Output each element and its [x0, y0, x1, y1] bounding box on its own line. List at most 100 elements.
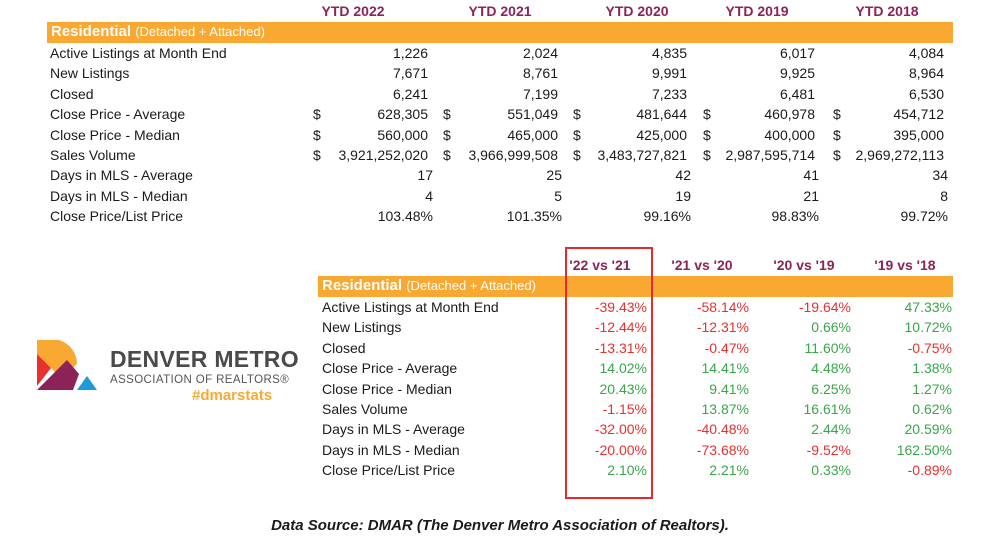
table-cell: 9,925: [779, 65, 815, 82]
row-label: Sales Volume: [322, 401, 408, 417]
change-cell: -12.31%: [696, 319, 749, 336]
change-cell: 1.27%: [912, 380, 952, 397]
row-label: Active Listings at Month End: [322, 299, 499, 315]
table-cell: 2,987,595,714: [725, 147, 815, 163]
table-cell: 17: [417, 167, 433, 184]
table-cell: 8: [940, 187, 948, 204]
change-cell: -39.43%: [594, 299, 647, 315]
table-cell: 560,000: [377, 126, 428, 143]
table-cell: 3,966,999,508: [468, 147, 558, 163]
change-table-header-bar: Residential (Detached + Attached): [318, 276, 953, 297]
change-cell: 11.60%: [804, 339, 851, 356]
currency-symbol: $: [833, 147, 841, 163]
table-cell: 2,024: [522, 45, 558, 61]
change-cell: 162.50%: [896, 441, 952, 458]
currency-symbol: $: [833, 106, 841, 123]
table-cell: 101.35%: [506, 208, 562, 225]
column-header: YTD 2020: [605, 3, 669, 19]
table-cell: 4,835: [651, 45, 687, 61]
currency-symbol: $: [833, 126, 841, 143]
change-cell: -0.75%: [907, 339, 952, 356]
change-cell: -32.00%: [594, 421, 647, 438]
change-cell: 6.25%: [811, 380, 851, 397]
logo-subtitle: ASSOCIATION OF REALTORS®: [110, 374, 290, 386]
table-cell: 8,964: [908, 65, 944, 82]
table-cell: 42: [675, 167, 691, 184]
currency-symbol: $: [703, 126, 711, 143]
currency-symbol: $: [573, 106, 581, 123]
table-cell: 8,761: [522, 65, 558, 82]
title-rest: (Detached + Attached): [406, 278, 536, 293]
currency-symbol: $: [313, 126, 321, 143]
change-table-title: Residential (Detached + Attached): [322, 277, 536, 294]
table-cell: 6,530: [908, 85, 944, 102]
row-label: Close Price - Median: [322, 380, 452, 397]
row-label: Sales Volume: [50, 147, 136, 163]
change-cell: 2.21%: [709, 462, 749, 479]
title-rest: (Detached + Attached): [135, 24, 265, 39]
title-bold: Residential: [51, 23, 132, 40]
row-label: Active Listings at Month End: [50, 45, 227, 61]
column-header: YTD 2018: [855, 3, 919, 19]
currency-symbol: $: [573, 126, 581, 143]
table-cell: 9,991: [651, 65, 687, 82]
row-label: New Listings: [50, 65, 130, 82]
table-cell: 551,049: [507, 106, 558, 123]
change-cell: 14.41%: [701, 360, 749, 377]
currency-symbol: $: [443, 147, 451, 163]
table-cell: 7,199: [522, 85, 558, 102]
row-label: Closed: [50, 85, 94, 102]
table-cell: 19: [675, 187, 691, 204]
change-cell: 2.10%: [607, 462, 647, 479]
row-label: Days in MLS - Average: [322, 421, 465, 438]
change-cell: 4.48%: [811, 360, 851, 377]
currency-symbol: $: [573, 147, 581, 163]
change-cell: 10.72%: [904, 319, 952, 336]
change-cell: 0.62%: [912, 401, 952, 417]
row-label: Closed: [322, 339, 366, 356]
change-cell: 2.44%: [811, 421, 851, 438]
change-cell: 13.87%: [701, 401, 749, 417]
row-label: Close Price/List Price: [322, 462, 456, 479]
data-source-footer: Data Source: DMAR (The Denver Metro Asso…: [271, 517, 729, 534]
change-cell: 16.61%: [803, 401, 851, 417]
column-header: '20 vs '19: [773, 257, 835, 273]
column-header: YTD 2021: [468, 3, 532, 19]
ytd-table-header-bar: Residential (Detached + Attached): [47, 22, 953, 43]
table-cell: 3,921,252,020: [338, 147, 428, 163]
row-label: Days in MLS - Average: [50, 167, 193, 184]
table-cell: 98.83%: [771, 208, 819, 225]
table-cell: 400,000: [764, 126, 815, 143]
table-cell: 1,226: [392, 45, 428, 61]
row-label: Close Price - Average: [50, 106, 186, 123]
table-cell: 460,978: [764, 106, 815, 123]
change-cell: -0.47%: [704, 339, 749, 356]
row-label: New Listings: [322, 319, 402, 336]
currency-symbol: $: [703, 147, 711, 163]
change-cell: 0.33%: [811, 462, 851, 479]
column-header: '21 vs '20: [671, 257, 733, 273]
change-cell: -73.68%: [696, 441, 749, 458]
change-cell: 47.33%: [904, 299, 952, 315]
currency-symbol: $: [703, 106, 711, 123]
table-cell: 6,241: [392, 85, 428, 102]
change-cell: 20.43%: [599, 380, 647, 397]
table-cell: 4: [425, 187, 433, 204]
column-header: YTD 2022: [321, 3, 385, 19]
table-cell: 4,084: [908, 45, 944, 61]
change-cell: -0.89%: [907, 462, 952, 479]
table-cell: 7,671: [392, 65, 428, 82]
currency-symbol: $: [443, 106, 451, 123]
table-cell: 5: [554, 187, 562, 204]
change-cell: 0.66%: [811, 319, 851, 336]
logo-name: DENVER METRO: [110, 346, 299, 372]
table-cell: 465,000: [507, 126, 558, 143]
table-cell: 41: [803, 167, 819, 184]
table-cell: 25: [546, 167, 562, 184]
row-label: Close Price - Average: [322, 360, 458, 377]
table-cell: 99.72%: [900, 208, 948, 225]
table-cell: 6,017: [779, 45, 815, 61]
title-bold: Residential: [322, 277, 403, 294]
table-cell: 21: [803, 187, 819, 204]
